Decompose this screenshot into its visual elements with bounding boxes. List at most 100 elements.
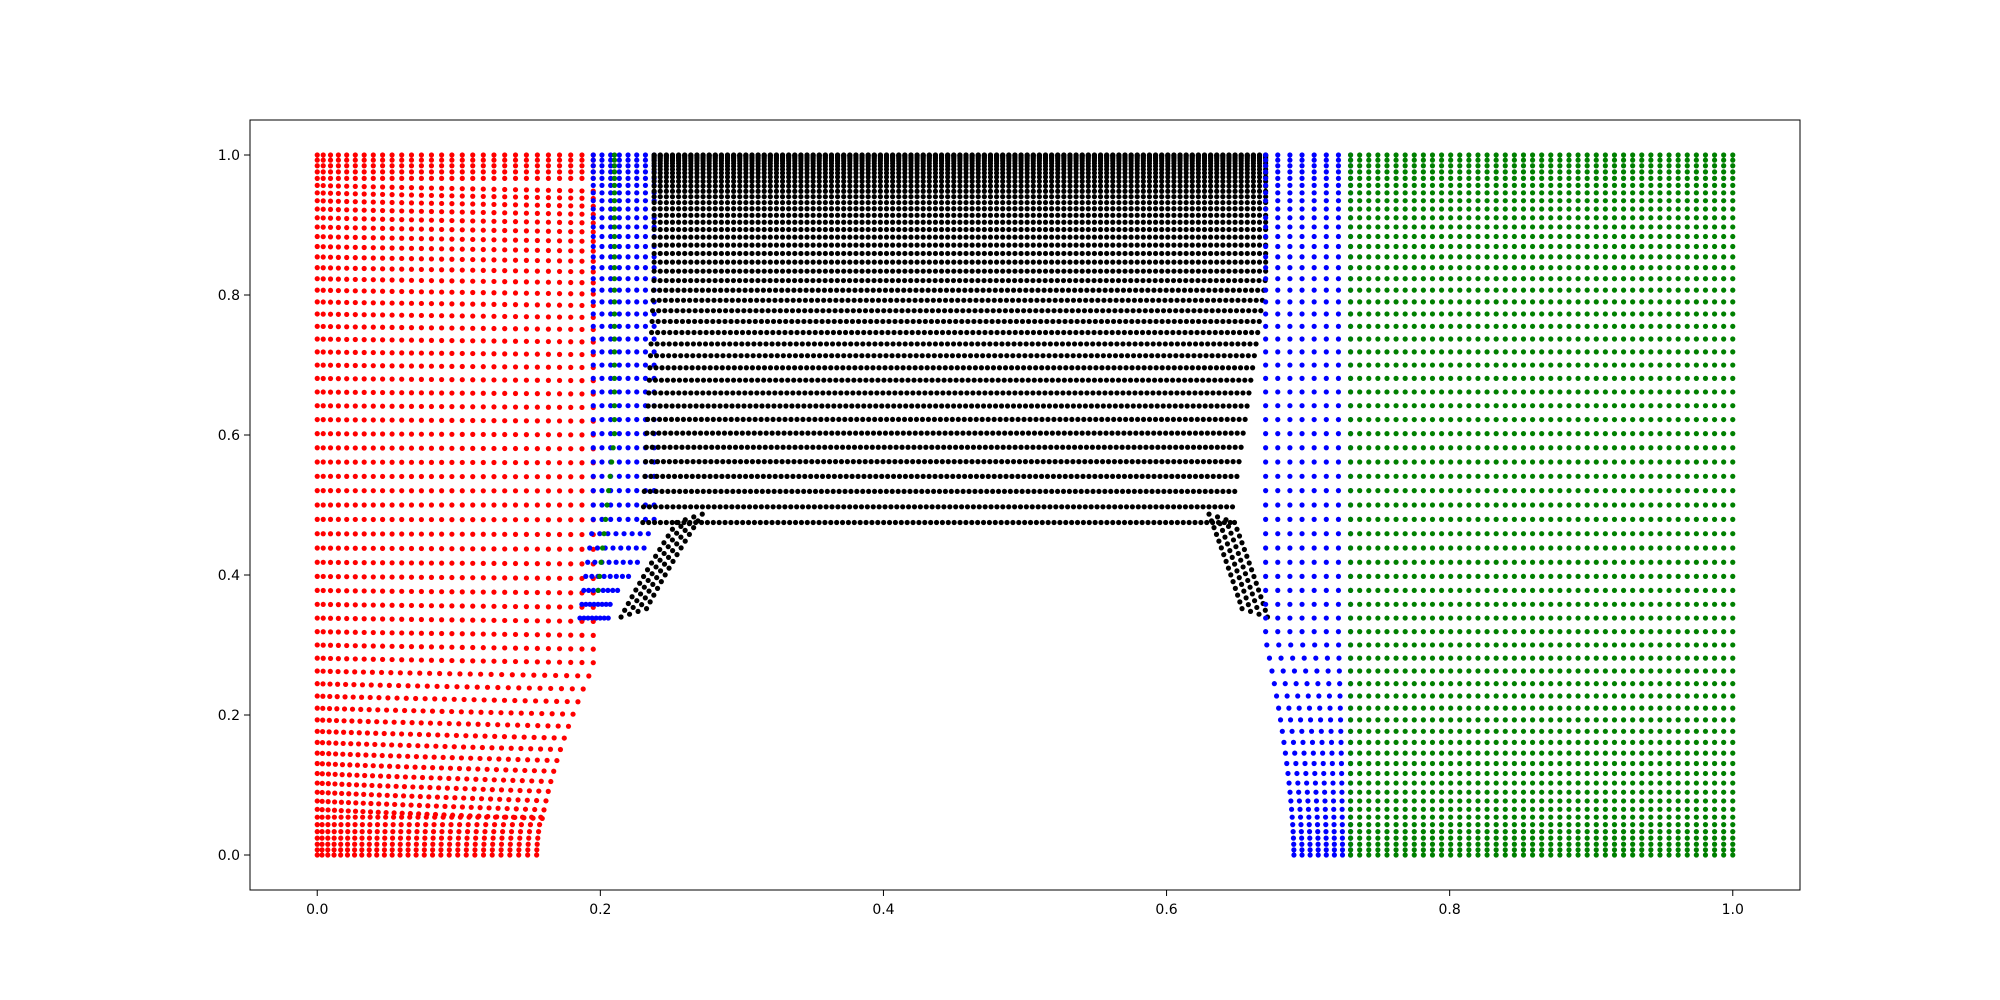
mesh-point [857,519,863,526]
mesh-point [1208,403,1214,409]
mesh-point [601,573,607,579]
mesh-point [1224,459,1230,465]
mesh-point [814,473,820,479]
mesh-point [1036,329,1043,336]
mesh-point [394,774,400,780]
mesh-point [641,488,647,495]
mesh-point [755,377,761,383]
mesh-point [891,329,897,336]
mesh-point [608,157,614,163]
mesh-point [650,430,656,436]
mesh-point [906,297,912,303]
mesh-point [1115,277,1122,284]
mesh-point [804,353,811,359]
mesh-point [439,488,445,494]
mesh-point [331,822,337,828]
mesh-point [718,226,725,233]
mesh-point [1179,308,1185,314]
mesh-point [523,219,530,225]
mesh-point [670,377,677,383]
mesh-point [534,377,540,383]
mesh-point [1134,250,1140,257]
mesh-point [674,308,680,314]
mesh-point [951,519,957,526]
mesh-point [939,329,946,336]
mesh-point [399,184,405,191]
mesh-point [491,445,497,452]
mesh-point [642,311,649,317]
mesh-point [408,163,415,169]
mesh-point [319,829,325,835]
mesh-point [786,219,792,225]
mesh-point [352,336,358,343]
mesh-point [320,336,326,342]
mesh-point [349,718,355,724]
mesh-point [470,390,476,396]
mesh-point [1033,308,1039,314]
mesh-point [821,459,827,465]
mesh-point [1177,259,1183,265]
mesh-point [755,234,761,240]
mesh-point [695,473,701,479]
mesh-point [773,234,780,240]
mesh-point [359,682,366,688]
mesh-point [1115,329,1121,336]
mesh-point [335,545,341,551]
mesh-point [314,299,320,305]
mesh-point [326,705,333,712]
mesh-point [960,365,966,371]
mesh-point [418,560,425,566]
mesh-point [782,504,788,510]
mesh-point [523,169,530,175]
mesh-point [804,444,810,450]
mesh-point [896,242,902,248]
mesh-point [568,351,574,358]
mesh-point [618,545,624,551]
mesh-point [895,287,901,293]
mesh-point [379,560,386,566]
mesh-point [344,417,350,423]
mesh-point [370,184,376,190]
mesh-point [752,416,758,423]
mesh-point [1081,308,1088,314]
mesh-point [1007,488,1013,495]
mesh-point [335,169,341,175]
mesh-point [611,169,618,175]
mesh-point [1073,219,1079,225]
mesh-point [554,757,560,764]
mesh-point [439,459,445,465]
mesh-point [1248,377,1254,383]
mesh-point [351,847,358,853]
mesh-point [668,416,675,423]
mesh-point [1180,519,1186,526]
mesh-point [750,444,756,450]
mesh-point [472,841,478,847]
mesh-point [377,682,383,688]
mesh-point [459,431,465,437]
mesh-point [821,377,827,383]
mesh-point [870,287,876,293]
mesh-point [888,287,895,293]
mesh-point [908,219,914,225]
mesh-point [1010,287,1017,293]
mesh-point [762,353,768,359]
mesh-point [344,265,350,271]
mesh-point [1226,444,1232,450]
mesh-point [828,219,835,225]
mesh-point [523,502,530,508]
mesh-point [698,430,704,436]
mesh-point [314,750,320,756]
mesh-point [688,377,695,383]
mesh-point [651,349,657,355]
mesh-point [428,775,434,781]
mesh-point [427,670,433,676]
mesh-point [408,488,415,494]
mesh-point [1186,473,1193,479]
mesh-point [1012,226,1018,233]
mesh-point [505,756,511,762]
mesh-point [534,302,540,308]
mesh-point [1233,308,1240,314]
mesh-point [1085,226,1091,233]
mesh-point [909,403,915,409]
mesh-point [456,829,462,835]
